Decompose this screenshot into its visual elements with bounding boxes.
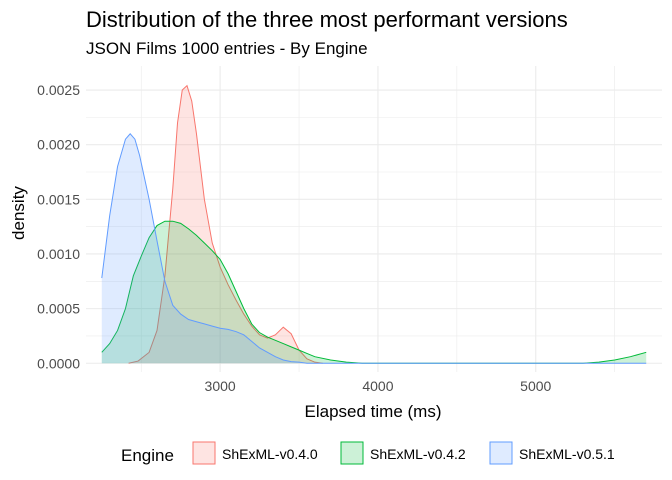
legend-key-0 (192, 441, 216, 465)
legend-label-2: ShExML-v0.5.1 (519, 446, 615, 462)
legend-title: Engine (121, 446, 174, 465)
x-tick-labels: 3000 4000 5000 (205, 378, 552, 394)
y-tick-label-0: 0.0000 (37, 355, 80, 371)
density-line-0 (128, 84, 323, 364)
legend-key-1 (340, 441, 364, 465)
legend-label-1: ShExML-v0.4.2 (370, 446, 466, 462)
density-area-0 (128, 85, 323, 364)
density-line-2 (101, 132, 647, 364)
y-tick-label-3: 0.0015 (37, 191, 80, 207)
y-axis-title: density (9, 186, 28, 240)
chart-subtitle: JSON Films 1000 entries - By Engine (86, 39, 368, 58)
density-areas (101, 84, 647, 364)
x-tick-label-1: 4000 (362, 378, 393, 394)
y-tick-label-5: 0.0025 (37, 82, 80, 98)
density-area-1 (101, 221, 647, 364)
chart-title: Distribution of the three most performan… (86, 7, 568, 32)
x-tick-label-0: 3000 (205, 378, 236, 394)
legend-key-2 (489, 441, 513, 465)
y-tick-label-2: 0.0010 (37, 246, 80, 262)
y-tick-label-1: 0.0005 (37, 301, 80, 317)
x-axis-title: Elapsed time (ms) (305, 402, 442, 421)
y-tick-labels: 0.0000 0.0005 0.0010 0.0015 0.0020 0.0025 (37, 82, 80, 371)
legend: Engine ShExML-v0.4.0 ShExML-v0.4.2 ShExML-… (121, 441, 615, 465)
legend-label-0: ShExML-v0.4.0 (222, 446, 318, 462)
density-area-2 (101, 133, 647, 364)
x-tick-label-2: 5000 (520, 378, 551, 394)
y-tick-label-4: 0.0020 (37, 137, 80, 153)
